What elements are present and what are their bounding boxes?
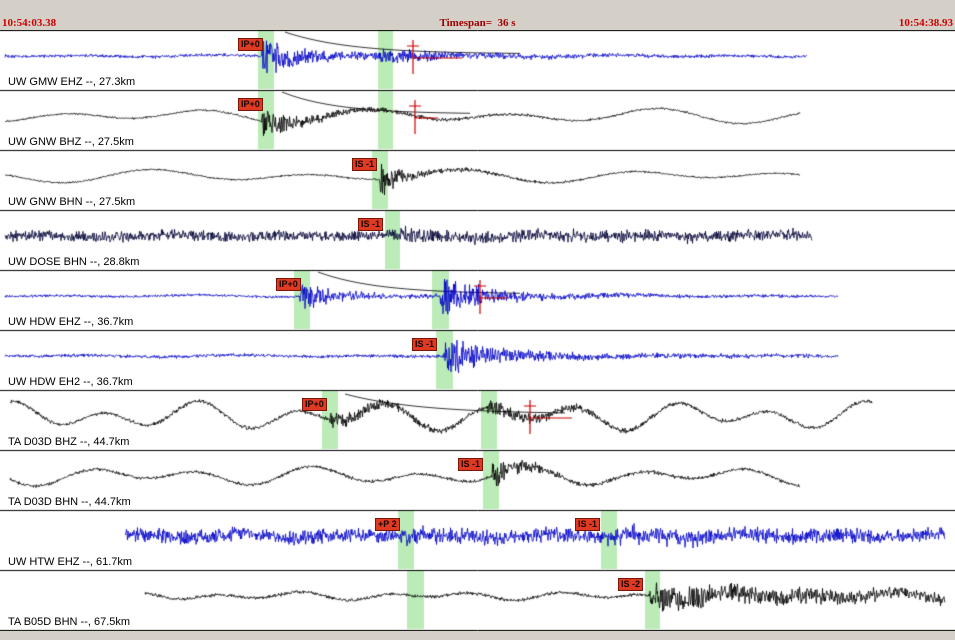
pick-flag[interactable]: IS -1 xyxy=(412,338,438,351)
trace-label: UW DOSE BHN --, 28.8km xyxy=(8,256,140,268)
window-end-time: 10:54:38.93 xyxy=(898,17,953,29)
trace-label: TA D03D BHZ --, 44.7km xyxy=(8,436,130,448)
trace-label: UW GMW EHZ --, 27.3km xyxy=(8,76,136,88)
trace-label: UW HTW EHZ --, 61.7km xyxy=(8,556,133,568)
event-header: 61138647 UW 2016-05-14 10:54:07.92 47.75… xyxy=(0,0,955,17)
pick-flag[interactable]: +P 2 xyxy=(375,518,400,531)
bottom-strip xyxy=(0,631,955,640)
pick-flag[interactable]: IS -1 xyxy=(575,518,601,531)
pick-flag[interactable]: IS -1 xyxy=(458,458,484,471)
trace-label: UW HDW EH2 --, 36.7km xyxy=(8,376,133,388)
pick-flag[interactable]: IP+0 xyxy=(238,98,263,111)
pick-flag[interactable]: IS -1 xyxy=(352,158,378,171)
pick-flag[interactable]: IS -2 xyxy=(618,578,644,591)
trace-label: UW GNW BHN --, 27.5km xyxy=(8,196,136,208)
time-bar: 10:54:03.38 Timespan= 36 s 10:54:38.93 xyxy=(0,17,955,30)
trace-label: UW HDW EHZ --, 36.7km xyxy=(8,316,134,328)
pick-flag[interactable]: IS -1 xyxy=(358,218,384,231)
window-start-time: 10:54:03.38 xyxy=(2,17,57,29)
trace-label: TA B05D BHN --, 67.5km xyxy=(8,616,131,628)
trace-label: UW GNW BHZ --, 27.5km xyxy=(8,136,134,148)
pick-flag[interactable]: IP+0 xyxy=(302,398,327,411)
pick-flag[interactable]: IP+0 xyxy=(276,278,301,291)
timespan-label: Timespan= 36 s xyxy=(439,17,516,29)
pick-flag[interactable]: IP+0 xyxy=(238,38,263,51)
trace-label: TA D03D BHN --, 44.7km xyxy=(8,496,131,508)
